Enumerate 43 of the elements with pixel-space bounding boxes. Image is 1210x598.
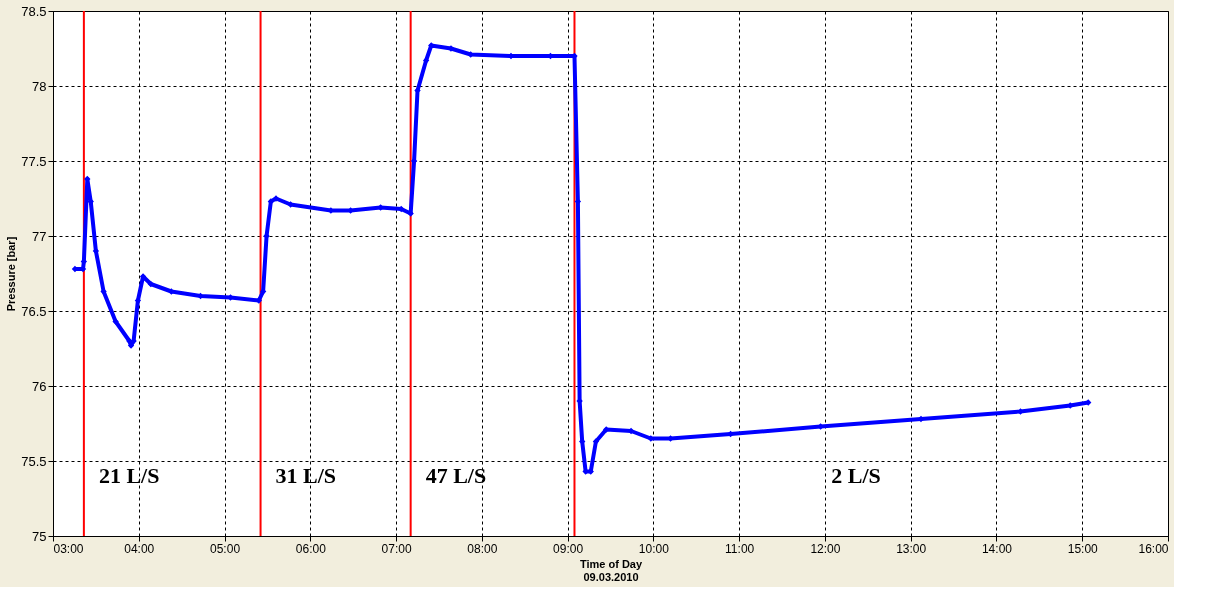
x-tick-label: 09:00 [553,541,584,556]
x-tick-label: 08:00 [467,541,498,556]
x-tick-label: 07:00 [381,541,412,556]
x-tick-label: 03:00 [53,541,84,556]
point [197,292,204,300]
annotation: 21 L/S [98,463,160,488]
point [112,318,119,325]
x-tick-label: 04:00 [124,541,155,556]
x-tick-label: 06:00 [295,541,327,556]
y-tick-label: 77 [32,228,47,244]
point [592,438,600,445]
point [259,288,267,295]
point [647,435,654,442]
point [398,205,405,213]
y-tick-label: 77.5 [21,153,47,169]
point [287,201,294,208]
y-tick-label: 76 [32,378,47,394]
annotation: 2 L/S [831,463,881,488]
point [1085,399,1092,406]
x-tick-label: 05:00 [210,541,241,556]
y-tick-label: 76.5 [21,303,47,319]
x-tick-label: 11:00 [725,541,755,556]
x-tick-label: 13:00 [896,541,927,556]
y-tick-label: 78 [32,78,47,94]
point [100,288,107,295]
y-tick-label: 75 [32,528,47,544]
point [272,195,280,202]
y-axis-title: Pressure [bar] [5,236,18,312]
annotation: 31 L/S [275,463,337,488]
x-tick-label: 16:00 [1138,541,1169,556]
x-tick-label: 10:00 [638,541,670,556]
point [267,198,275,205]
x-axis-title: Time of Day 09.03.2010 [579,557,643,583]
point [727,430,734,438]
point [147,280,154,288]
x-tick-label: 15:00 [1067,541,1099,556]
y-tick-label: 75.5 [21,453,47,469]
point [134,297,142,304]
annotation: 47 L/S [425,463,487,488]
x-tick-label: 12:00 [810,541,841,556]
point [422,57,430,64]
y-tick-label: 78.5 [21,3,47,19]
x-tick-label: 14:00 [981,541,1013,556]
